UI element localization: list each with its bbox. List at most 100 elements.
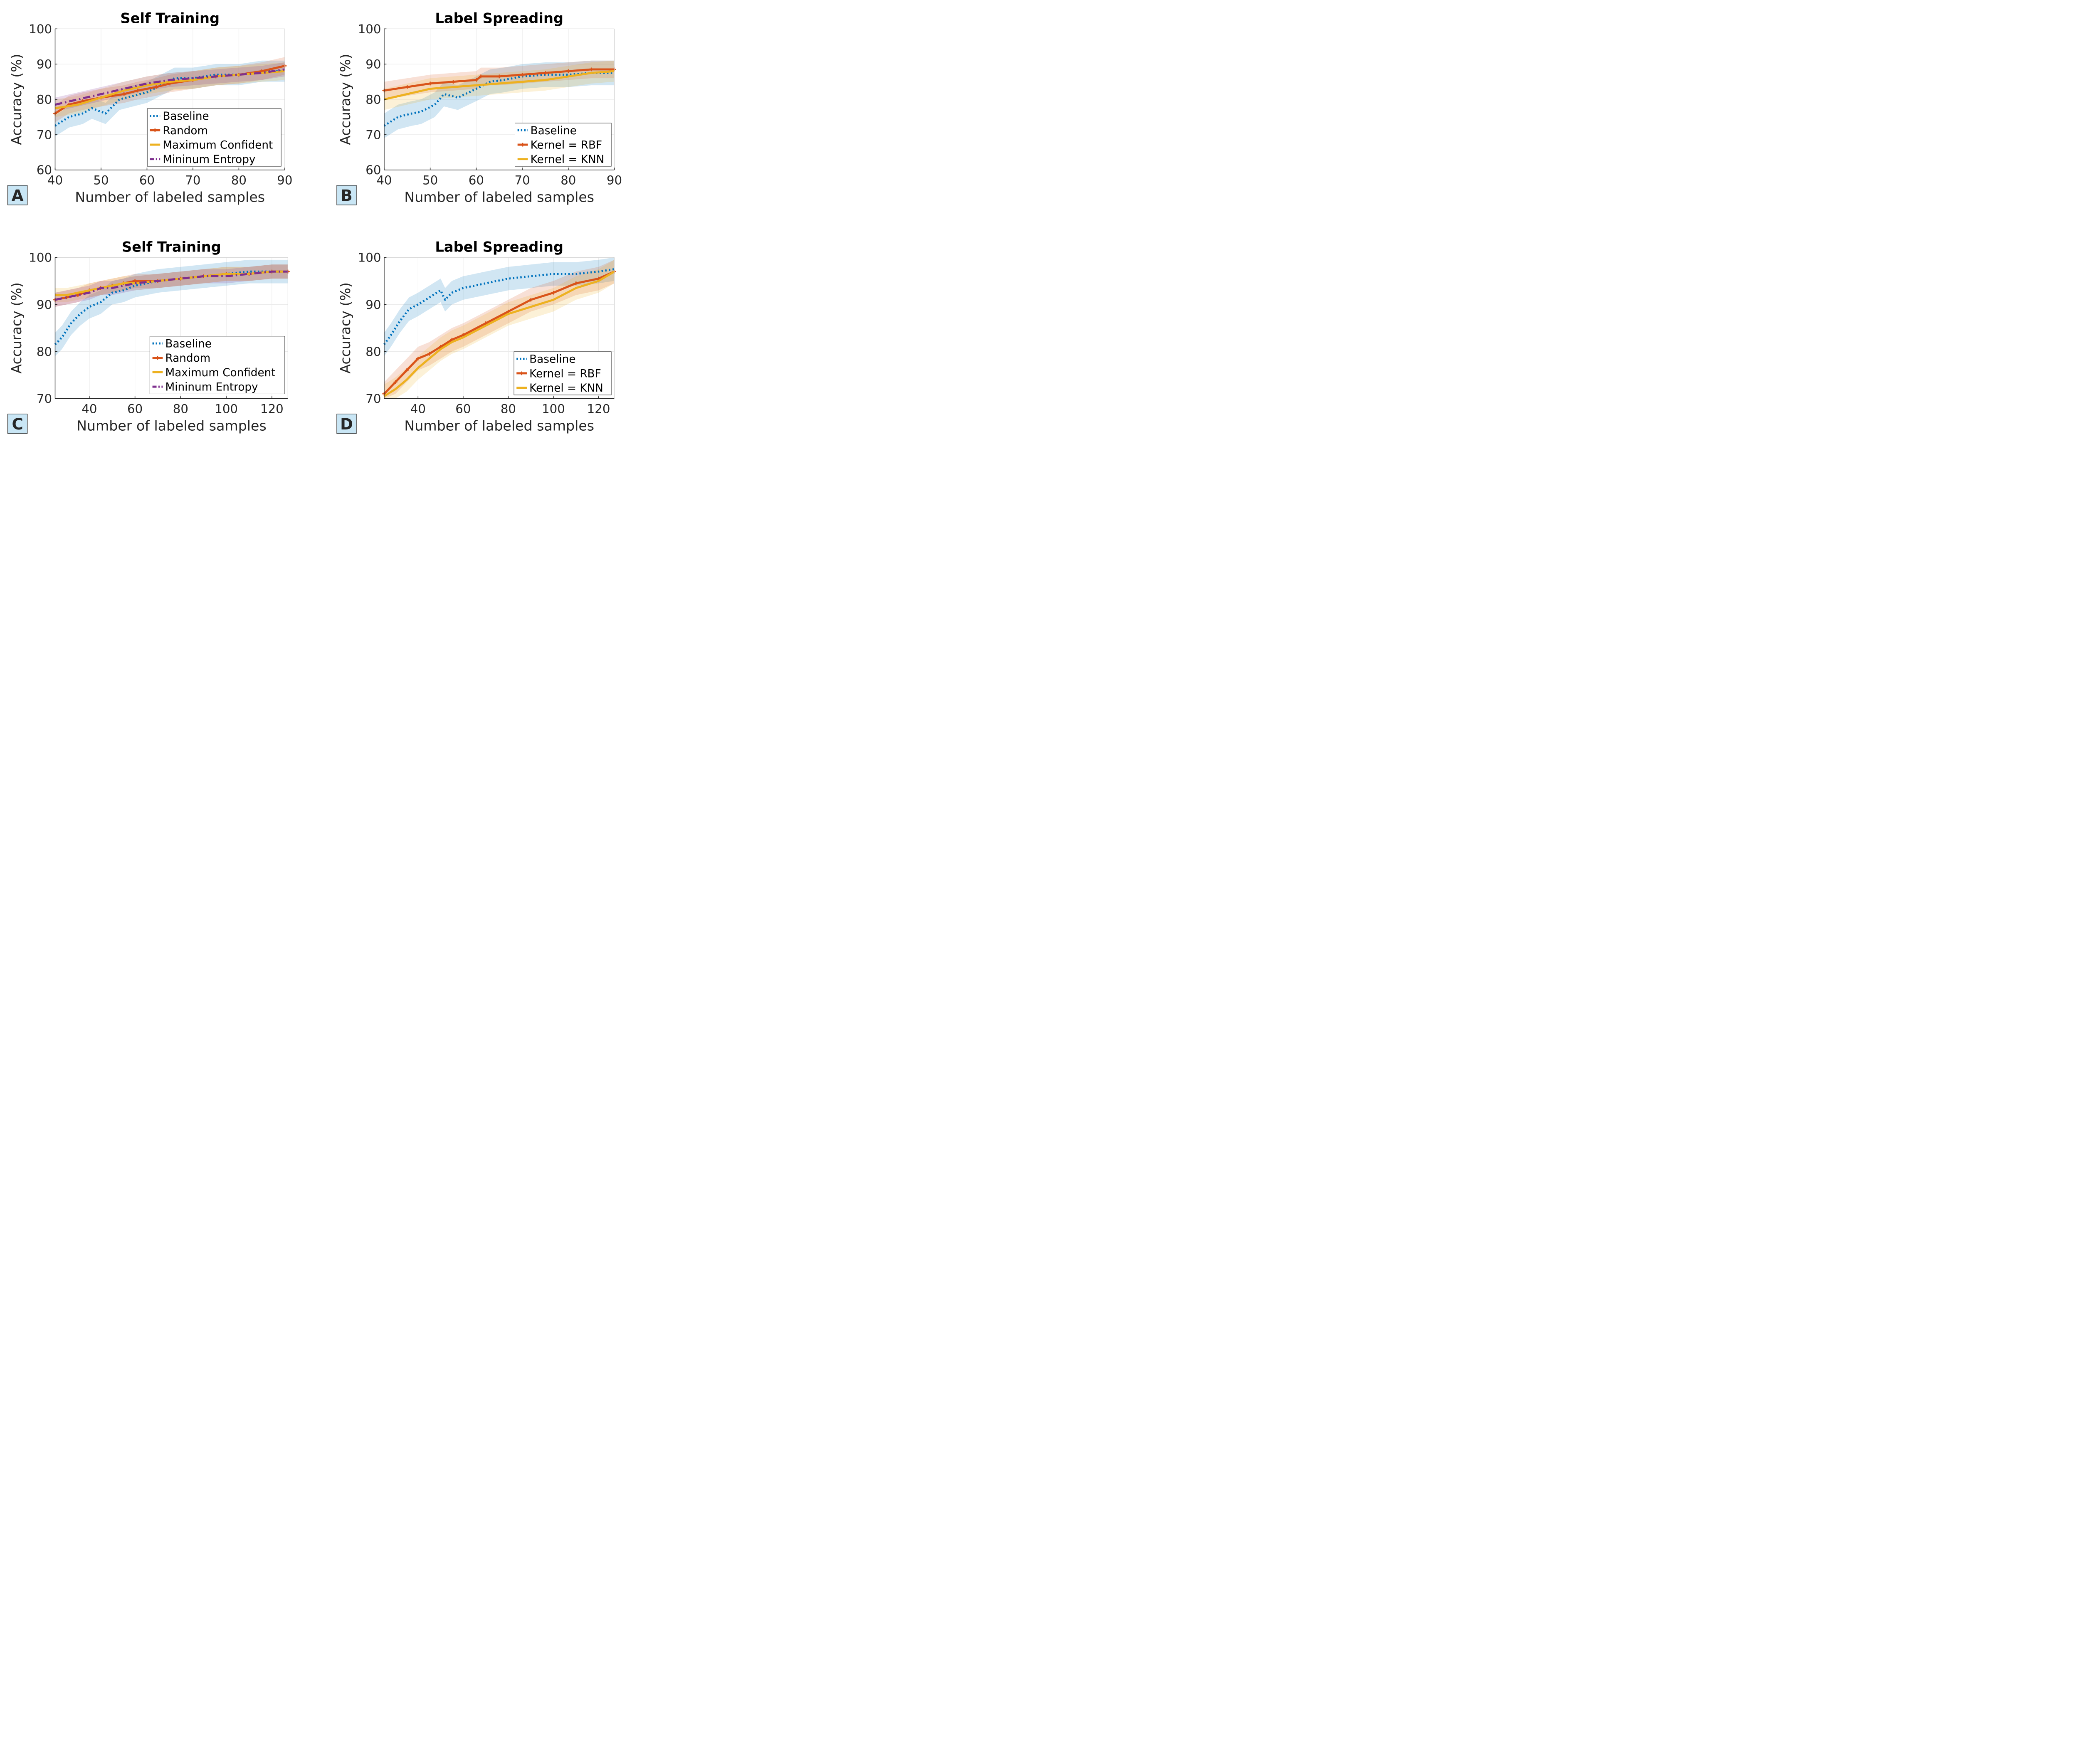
- band-baseline: [55, 259, 288, 356]
- legend-entry: Maximum Confident: [165, 367, 276, 379]
- x-tick-label: 60: [127, 402, 143, 416]
- panel-label-box: [7, 414, 28, 434]
- legend-box: [515, 123, 612, 167]
- series-line-kernel-knn: [383, 271, 615, 397]
- y-tick-label: 70: [37, 128, 52, 142]
- y-tick-label: 80: [365, 92, 381, 106]
- band-baseline: [384, 257, 615, 356]
- series-line-baseline: [383, 268, 615, 345]
- series-line-mininum-entropy: [55, 270, 288, 301]
- legend-entry: Baseline: [165, 338, 212, 350]
- x-tick-label: 60: [139, 173, 155, 187]
- chart-title: Self Training: [122, 239, 221, 255]
- y-axis-label: Accuracy (%): [337, 282, 353, 374]
- panel-label: B: [341, 187, 352, 205]
- y-tick-label: 60: [365, 163, 381, 177]
- y-tick-label: 70: [365, 392, 381, 406]
- x-tick-label: 40: [47, 173, 63, 187]
- legend-entry: Baseline: [163, 110, 209, 123]
- band-baseline: [384, 60, 615, 138]
- y-tick-label: 80: [37, 92, 52, 106]
- series-line-baseline: [54, 70, 285, 127]
- x-axis-label: Number of labeled samples: [77, 417, 267, 434]
- x-tick-label: 90: [607, 173, 622, 187]
- x-tick-label: 40: [376, 173, 392, 187]
- y-tick-label: 100: [29, 251, 52, 265]
- legend: Baseline Random Maximum Confident Mininum E…: [147, 108, 281, 167]
- panel-B: 40 50 60 70 80 90 60 70 80 90 100 Label Spreading Nu…: [336, 10, 622, 205]
- band-baseline: [55, 60, 285, 137]
- series-line-kernel-rbf: [384, 68, 615, 92]
- x-tick-label: 60: [469, 173, 484, 187]
- x-tick-label: 80: [173, 402, 188, 416]
- legend-entry: Kernel = RBF: [529, 368, 601, 380]
- legend-entry: Random: [163, 125, 208, 137]
- legend-entry: Random: [165, 352, 211, 365]
- y-tick-label: 100: [29, 22, 52, 36]
- legend-entry: Baseline: [531, 125, 577, 137]
- x-tick-label: 70: [185, 173, 200, 187]
- series-line-baseline: [383, 72, 615, 127]
- legend: Baseline Kernel = RBF Kernel = KNN: [515, 123, 612, 167]
- x-tick-label: 40: [81, 402, 97, 416]
- x-axis-label: Number of labeled samples: [404, 189, 594, 205]
- y-tick-label: 90: [365, 57, 381, 72]
- y-axis-label: Accuracy (%): [8, 54, 25, 145]
- legend-entry: Kernel = KNN: [529, 382, 603, 395]
- y-tick-label: 100: [358, 251, 381, 265]
- legend-entry: Kernel = RBF: [531, 139, 602, 151]
- panel-label-box: [7, 185, 28, 205]
- legend-entry: Mininum Entropy: [163, 153, 255, 166]
- x-tick-label: 80: [560, 173, 576, 187]
- legend-box: [514, 351, 612, 395]
- panel-label: A: [12, 187, 24, 205]
- y-tick-label: 80: [37, 345, 52, 359]
- panel-label: D: [340, 415, 353, 433]
- x-tick-label: 70: [514, 173, 530, 187]
- legend: Baseline Kernel = RBF Kernel = KNN: [514, 351, 612, 395]
- x-tick-label: 60: [455, 402, 471, 416]
- panel-label-box: [336, 414, 357, 434]
- x-tick-label: 120: [260, 402, 284, 416]
- figure: 40 50 60 70 80 90 60 70 80 90 100 Self Training Numb…: [0, 0, 642, 437]
- panel-label: C: [12, 415, 23, 433]
- x-tick-label: 80: [231, 173, 247, 187]
- legend-entry: Maximum Confident: [163, 139, 273, 151]
- band-random: [55, 57, 285, 123]
- chart-title: Label Spreading: [435, 239, 563, 255]
- chart-title: Label Spreading: [435, 10, 563, 27]
- y-tick-label: 100: [358, 22, 381, 36]
- panel-label-box: [336, 185, 357, 205]
- x-tick-label: 50: [93, 173, 109, 187]
- panel-A: 40 50 60 70 80 90 60 70 80 90 100 Self Training Numb…: [7, 10, 292, 205]
- band-kernel-rbf: [384, 60, 615, 100]
- x-axis-label: Number of labeled samples: [75, 189, 265, 205]
- x-axis-label: Number of labeled samples: [404, 417, 594, 434]
- x-tick-label: 100: [542, 402, 565, 416]
- legend-entry: Mininum Entropy: [165, 381, 258, 394]
- x-tick-label: 80: [501, 402, 516, 416]
- panel-D: 40 60 80 100 120 70 80 90 100 Label Spreading Numb…: [336, 239, 616, 434]
- band-kernel-rbf: [384, 259, 615, 399]
- y-tick-label: 80: [365, 345, 381, 359]
- y-tick-label: 90: [37, 57, 52, 72]
- y-tick-label: 90: [365, 298, 381, 312]
- legend-entry: Baseline: [529, 353, 575, 366]
- series-line-kernel-knn: [384, 70, 615, 101]
- y-axis-label: Accuracy (%): [8, 282, 25, 374]
- y-tick-label: 60: [37, 163, 52, 177]
- x-tick-label: 50: [422, 173, 438, 187]
- y-tick-label: 90: [37, 298, 52, 312]
- chart-title: Self Training: [120, 10, 220, 27]
- y-axis-label: Accuracy (%): [337, 54, 353, 145]
- x-tick-label: 100: [215, 402, 238, 416]
- panel-C: 40 60 80 100 120 70 80 90 100 Self Training Number…: [7, 239, 290, 434]
- chart-figure: 40 50 60 70 80 90 60 70 80 90 100 Self Training Numb…: [7, 10, 622, 434]
- legend-box: [149, 336, 285, 394]
- y-tick-label: 70: [365, 128, 381, 142]
- series-line-mininum-entropy: [54, 68, 285, 106]
- y-tick-label: 70: [37, 392, 52, 406]
- x-tick-label: 120: [587, 402, 610, 416]
- x-tick-label: 40: [410, 402, 426, 416]
- legend: Baseline Random Maximum Confident Mininum E…: [149, 336, 285, 394]
